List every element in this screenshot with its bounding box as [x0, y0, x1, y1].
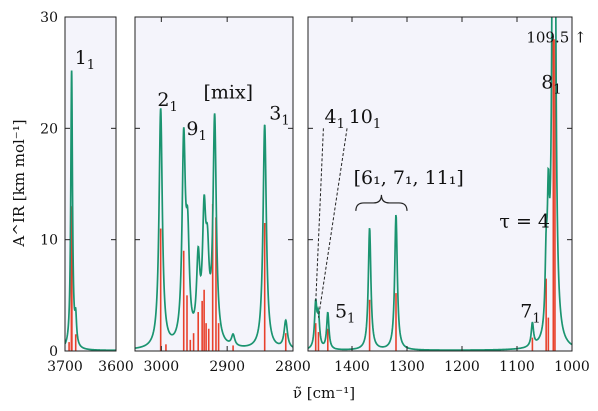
- panel-background: [308, 17, 572, 351]
- panel-frame: [64, 16, 117, 352]
- x-tick-label: 3700: [47, 359, 83, 375]
- spectrum-line: [65, 70, 116, 351]
- spectrum-line: [135, 108, 293, 349]
- peak-annotation: [mix]: [203, 81, 253, 103]
- y-axis-label: A^IR [km mol⁻¹]: [10, 119, 28, 247]
- x-tick-label: 1200: [444, 359, 480, 375]
- y-tick-label: 0: [49, 344, 58, 360]
- leader-line: [315, 128, 324, 304]
- x-tick-label: 2800: [275, 359, 311, 375]
- x-tick-label: 1300: [389, 359, 425, 375]
- peak-annotation: [6₁, 7₁, 11₁]: [354, 167, 464, 189]
- x-tick-label: 3600: [98, 359, 134, 375]
- panel-frame: [134, 16, 294, 352]
- panel-frame: [307, 16, 573, 352]
- x-tick-label: 1100: [499, 359, 535, 375]
- x-tick-label: 3000: [144, 359, 180, 375]
- y-tick-label: 30: [40, 10, 58, 26]
- x-tick-label: 1000: [554, 359, 590, 375]
- leader-line: [317, 128, 348, 318]
- peak-annotation: τ = 4: [499, 210, 550, 232]
- peak-annotation: 109.5 ↑: [526, 29, 586, 47]
- brace: [355, 194, 408, 211]
- x-tick-label: 2900: [209, 359, 245, 375]
- y-tick-label: 10: [40, 233, 58, 249]
- x-axis-label: ν̃ [cm⁻¹]: [293, 384, 355, 402]
- x-tick-label: 1400: [334, 359, 370, 375]
- y-tick-label: 20: [40, 121, 58, 137]
